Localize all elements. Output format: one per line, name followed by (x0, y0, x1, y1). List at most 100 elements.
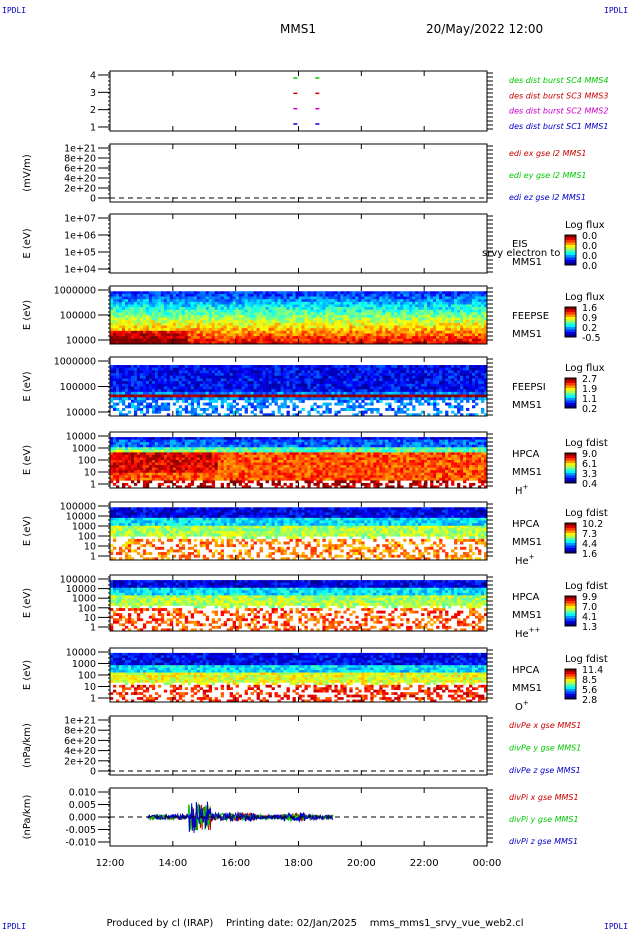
feepsi-cell (250, 402, 254, 406)
feepse-cell (274, 309, 278, 313)
feepsi-cell (403, 386, 407, 390)
hpca_h-cell (112, 447, 117, 451)
feepse-cell (466, 304, 470, 308)
feepse-cell (163, 333, 168, 337)
hpca_h-cell (112, 475, 117, 479)
feepse-cell (160, 293, 165, 297)
feepsi-cell (289, 389, 293, 393)
feepsi-cell (355, 394, 359, 398)
feepsi-cell (220, 394, 224, 398)
feepsi-cell (307, 381, 311, 385)
feepsi-cell (349, 391, 353, 395)
feepse-cell (346, 322, 350, 326)
feepsi-cell (430, 397, 434, 401)
feepsi-cell (286, 370, 290, 374)
feepse-cell (268, 328, 272, 332)
feepsi-cell (322, 389, 326, 393)
feepse-cell (445, 293, 449, 297)
feepsi-cell (352, 378, 356, 382)
feepsi-cell (190, 399, 195, 403)
hpca_h-cell (110, 437, 114, 440)
feepse-cell (178, 304, 183, 308)
feepse-cell (466, 293, 470, 297)
feepsi-cell (436, 370, 440, 374)
feepse-cell (157, 328, 162, 332)
feepse-cell (484, 322, 488, 326)
feepsi-cell (118, 410, 123, 414)
feepse-cell (454, 291, 458, 295)
feepse-cell (412, 301, 416, 305)
feepsi-cell (376, 367, 380, 371)
feepsi-cell (178, 405, 183, 409)
feepsi-cell (304, 394, 308, 398)
feepsi-cell (214, 391, 219, 395)
feepse-cell (355, 330, 359, 334)
feepse-cell (235, 333, 239, 337)
eis-ytick-label: 1e+05 (64, 248, 96, 259)
feepsi-cell (457, 402, 461, 406)
feepsi-cell (214, 397, 219, 401)
feepsi-cell (244, 378, 248, 382)
feepse-cell (154, 307, 159, 311)
feepse-cell (454, 315, 458, 318)
feepse-cell (169, 336, 174, 340)
feepsi-cell (340, 383, 344, 387)
hpca_h-cell (115, 447, 120, 451)
feepse-cell (202, 291, 207, 295)
feepse-cell (217, 333, 222, 337)
feepse-cell (250, 293, 254, 297)
feepse-cell (217, 338, 222, 342)
feepsi-cell (199, 397, 204, 401)
feepse-cell (175, 315, 180, 318)
feepsi-cell (154, 397, 159, 401)
feepse-cell (433, 325, 437, 329)
feepsi-colorbar-value: 1.9 (582, 384, 597, 395)
feepsi-cell (334, 375, 338, 379)
feepsi-cell (433, 386, 437, 390)
feepse-cell (118, 328, 123, 332)
feepse-cell (397, 304, 401, 308)
feepse-cell (343, 315, 347, 318)
feepse-cell (352, 341, 356, 345)
feepse-cell (367, 304, 371, 308)
feepse-cell (475, 330, 479, 334)
feepsi-cell (121, 386, 126, 390)
feepse-cell (220, 320, 224, 324)
feepsi-cell (238, 367, 242, 371)
feepse-cell (115, 299, 120, 303)
feepse-cell (187, 312, 192, 316)
feepse-cell (340, 341, 344, 345)
feepse-cell (262, 320, 266, 324)
feepsi-cell (379, 375, 383, 379)
feepse-cell (205, 299, 210, 303)
feepse-cell (238, 333, 242, 337)
feepse-cell (289, 325, 293, 329)
feepse-cell (460, 338, 464, 342)
feepse-cell (406, 336, 410, 340)
feepsi-cell (247, 365, 251, 369)
feepse-cell (367, 317, 371, 321)
feepsi-cell (451, 405, 455, 409)
feepsi-cell (148, 365, 153, 369)
feepsi-cell (436, 410, 440, 414)
feepsi-cell (217, 397, 222, 401)
feepse-cell (472, 312, 476, 316)
feepsi-cell (463, 378, 467, 382)
feepsi-cell (247, 383, 251, 387)
feepsi-cell (448, 383, 452, 387)
feepse-cell (145, 296, 150, 300)
feepsi-cell (460, 370, 464, 374)
feepsi-cell (295, 389, 299, 393)
feepsi-cell (292, 402, 296, 406)
feepsi-cell (364, 402, 368, 406)
feepsi-cell (463, 365, 467, 369)
feepse-cell (178, 336, 183, 340)
feepsi-cell (301, 373, 305, 377)
feepse-cell (409, 307, 413, 311)
feepse-cell (325, 333, 329, 337)
feepse-cell (157, 312, 162, 316)
feepse-cell (181, 333, 186, 337)
feepse-cell (427, 328, 431, 332)
feepse-cell (250, 338, 254, 342)
feepse-cell (430, 328, 434, 332)
